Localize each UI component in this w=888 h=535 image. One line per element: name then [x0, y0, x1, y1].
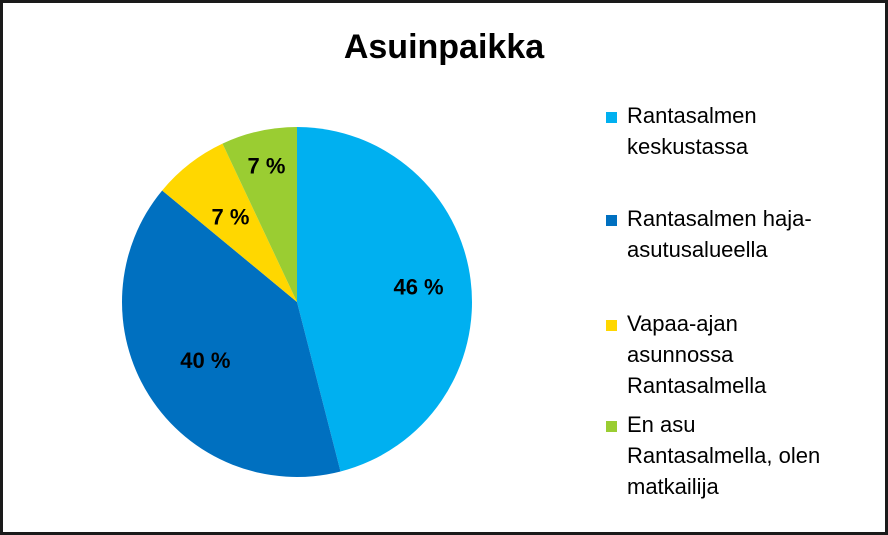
pie-slice-label: 7 %: [212, 204, 250, 229]
chart-title: Asuinpaikka: [343, 28, 545, 66]
pie-slice: [297, 127, 472, 472]
legend-label: Vapaa-ajan asunnossa Rantasalmella: [627, 311, 767, 398]
pie-slice-label: 7 %: [247, 153, 285, 178]
pie-slice: [222, 127, 297, 302]
pie-slice-label: 40 %: [180, 348, 230, 373]
legend-label: En asu Rantasalmella, olen matkailija: [627, 412, 821, 499]
pie-slice: [122, 190, 341, 477]
pie-slice-label: 46 %: [393, 275, 443, 300]
legend-label: Rantasalmen haja- asutusalueella: [627, 206, 812, 262]
legend-swatch: [606, 215, 617, 226]
legend-label: Rantasalmen keskustassa: [627, 103, 757, 159]
legend-swatch: [606, 320, 617, 331]
legend-swatch: [606, 112, 617, 123]
legend-swatch: [606, 421, 617, 432]
pie-slice: [162, 143, 297, 302]
